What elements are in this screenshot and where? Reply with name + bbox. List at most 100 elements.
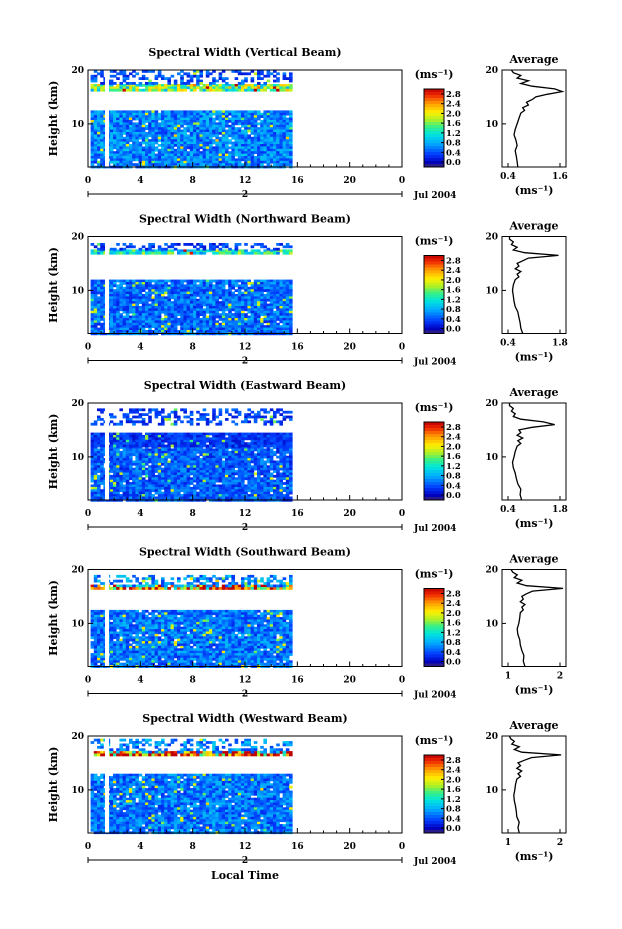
heatmap-cell (148, 303, 152, 307)
heatmap-cell (276, 330, 280, 333)
heatmap-cell (183, 308, 187, 312)
heatmap-cell (196, 158, 200, 162)
heatmap-cell (177, 306, 181, 309)
heatmap-cell (138, 462, 143, 466)
heatmap-cell (161, 144, 165, 147)
heatmap-cell (257, 458, 261, 461)
heatmap-cell (119, 146, 123, 150)
heatmap-cell (129, 134, 133, 138)
heatmap-cell (221, 282, 226, 285)
heatmap-cell (135, 479, 139, 483)
colorbar-tick-label: 2.4 (446, 266, 461, 276)
heatmap-cell (161, 115, 165, 118)
heatmap-cell (157, 448, 162, 452)
heatmap-cell (231, 455, 235, 459)
heatmap-cell (170, 86, 175, 90)
heatmap-cell (209, 127, 213, 130)
heatmap-cell (282, 458, 287, 461)
heatmap-cell (154, 77, 159, 80)
heatmap-cell (189, 310, 194, 314)
heatmap-cell (164, 310, 168, 314)
heatmap-cell (241, 320, 245, 324)
heatmap-cell (157, 453, 162, 457)
heatmap-cell (157, 86, 162, 90)
heatmap-cell (116, 313, 120, 316)
heatmap-cell (228, 489, 232, 493)
heatmap-cell (138, 318, 143, 321)
heatmap-cell (202, 458, 207, 461)
heatmap-cell (199, 282, 203, 285)
heatmap-cell (125, 251, 130, 255)
heatmap-cell (260, 243, 264, 246)
heatmap-cell (218, 146, 223, 150)
heatmap-cell (183, 322, 187, 326)
heatmap-cell (253, 243, 258, 246)
heatmap-cell (257, 489, 261, 493)
heatmap-cell (193, 158, 197, 162)
heatmap-cell (177, 279, 181, 283)
heatmap-cell (100, 301, 104, 304)
heatmap-cell (253, 306, 258, 309)
heatmap-cell (183, 455, 187, 459)
heatmap-cell (93, 245, 98, 249)
heatmap-cell (225, 458, 229, 461)
heatmap-cell (148, 458, 152, 461)
heatmap-cell (285, 467, 290, 471)
heatmap-cell (221, 294, 226, 297)
heatmap-cell (183, 249, 187, 253)
heatmap-cell (100, 134, 104, 138)
heatmap-cell (122, 286, 127, 290)
heatmap-cell (90, 318, 95, 321)
heatmap-cell (125, 465, 130, 469)
heatmap-cell (282, 320, 287, 324)
heatmap-cell (93, 151, 98, 154)
heatmap-cell (167, 470, 171, 473)
heatmap-cell (157, 294, 162, 297)
heatmap-cell (244, 243, 248, 246)
heatmap-cell (90, 153, 95, 157)
heatmap-cell (135, 72, 139, 76)
heatmap-cell (253, 84, 258, 87)
heatmap-cell (116, 249, 120, 253)
heatmap-cell (109, 465, 114, 469)
heatmap-cell (129, 306, 133, 309)
heatmap-cell (93, 482, 98, 485)
heatmap-cell (97, 448, 101, 452)
heatmap-cell (154, 136, 159, 140)
heatmap-cell (148, 249, 152, 253)
heatmap-cell (266, 467, 271, 471)
heatmap-cell (125, 82, 130, 85)
heatmap-cell (266, 494, 271, 497)
heatmap-cell (97, 303, 101, 307)
heatmap-cell (218, 86, 223, 90)
heatmap-cell (212, 127, 216, 130)
heatmap-cell (177, 477, 181, 481)
heatmap-cell (157, 249, 162, 253)
heatmap-cell (289, 453, 293, 457)
heatmap-cell (180, 120, 184, 123)
heatmap-cell (196, 127, 200, 130)
heatmap-cell (228, 460, 232, 464)
heatmap-cell (177, 139, 181, 142)
heatmap-cell (113, 460, 117, 464)
heatmap-cell (145, 472, 149, 476)
heatmap-cell (202, 448, 207, 452)
heatmap-cell (180, 82, 184, 85)
heatmap-cell (205, 279, 210, 283)
heatmap-cell (141, 112, 146, 116)
heatmap-cell (266, 313, 271, 316)
heatmap-cell (116, 308, 120, 312)
heatmap-cell (193, 84, 197, 87)
heatmap-cell (93, 325, 98, 328)
heatmap-cell (257, 286, 261, 290)
heatmap-cell (93, 158, 98, 162)
heatmap-cell (231, 482, 235, 485)
heatmap-cell (212, 477, 216, 481)
heatmap-cell (212, 134, 216, 138)
heatmap-cell (225, 249, 229, 253)
heatmap-cell (119, 70, 123, 73)
heatmap-cell (282, 294, 287, 297)
heatmap-cell (97, 313, 101, 316)
heatmap-cell (113, 247, 117, 251)
heatmap-cell (157, 279, 162, 283)
